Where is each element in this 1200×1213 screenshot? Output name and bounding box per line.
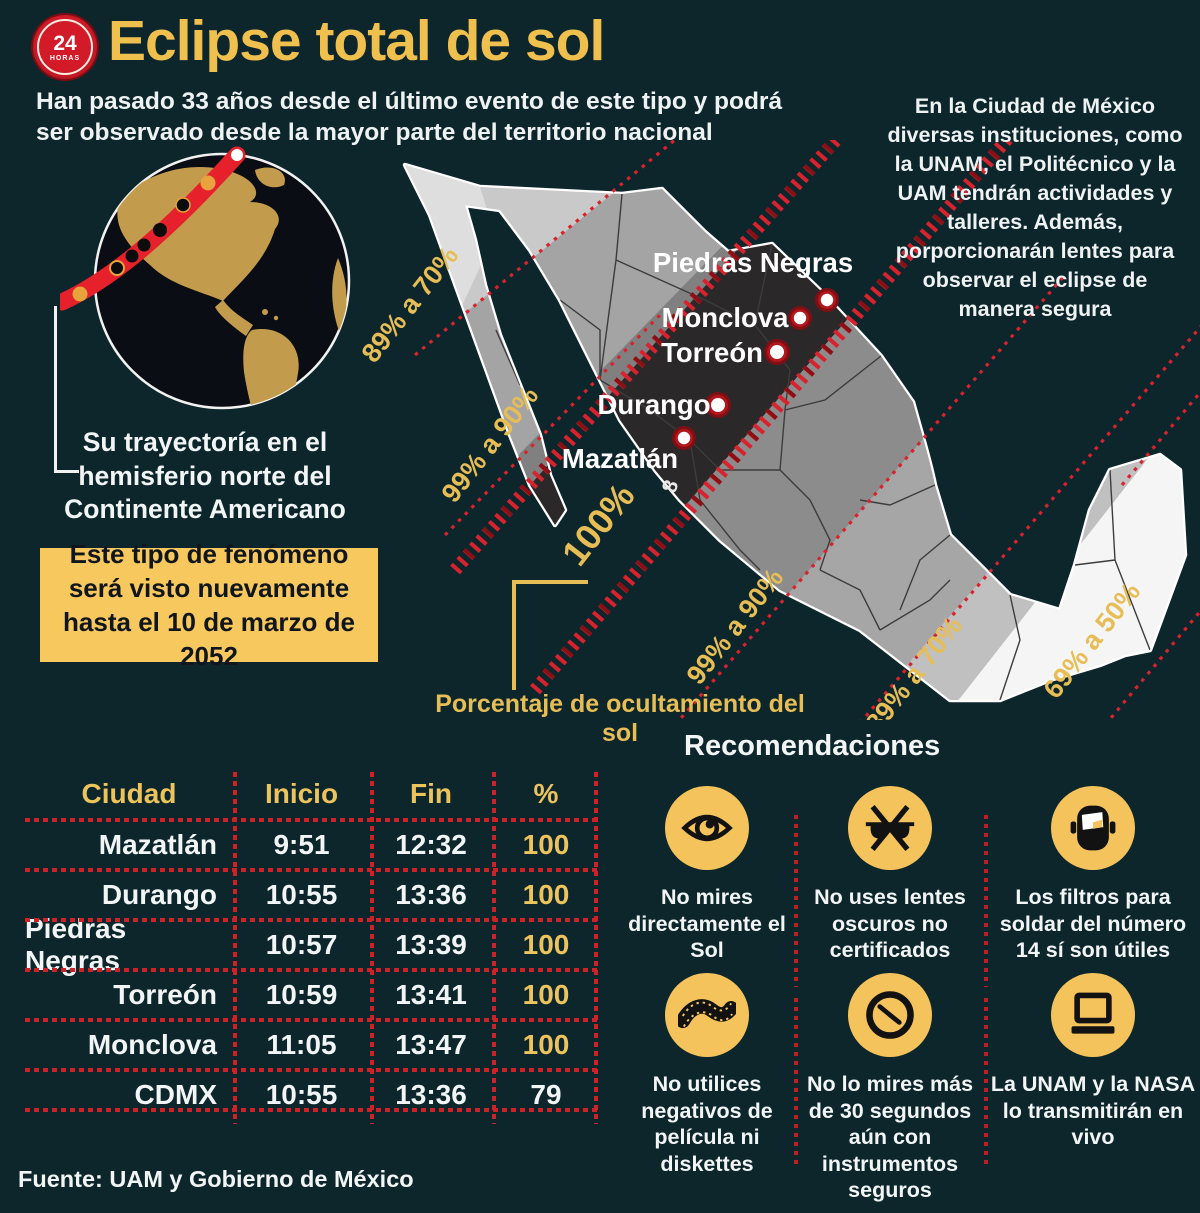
welding-helmet-icon [1070, 805, 1116, 851]
globe-caption: Su trayectoría en el hemisferio norte de… [64, 427, 346, 524]
band-label-100: 100% [554, 475, 643, 573]
table-divider [25, 1018, 598, 1022]
legend-caption: Porcentaje de ocultamiento del sol [435, 690, 805, 747]
city-markers [672, 288, 839, 450]
legend-connector [512, 580, 588, 690]
table-row-pct: 100 [522, 929, 570, 960]
page-subtitle: Han pasado 33 años desde el último event… [36, 88, 783, 146]
band-label-99-90-se: 99% a 90% [681, 563, 790, 690]
table-row-inicio: 10:57 [265, 929, 338, 960]
table-divider [370, 772, 374, 1124]
table-row-city: Monclova [87, 1029, 217, 1060]
recommendation-text: Los filtros para soldar del número 14 sí… [999, 885, 1187, 962]
clock-icon [866, 991, 914, 1039]
table-row-inicio: 11:05 [266, 1029, 337, 1060]
logo-number: 24 [53, 31, 77, 55]
table-row-inicio: 10:59 [265, 979, 338, 1010]
recommendation-text: No lo mires más de 30 segundos aún con i… [806, 1072, 974, 1202]
logo-word: HORAS [49, 54, 81, 62]
band-boundary-lines [413, 140, 1200, 720]
mexico-eclipse-map: Piedras Negras Monclova Torreón Durango … [360, 140, 1200, 720]
table-row-city: Torreón [113, 979, 217, 1010]
recommendation-item: La UNAM y la NASA lo transmitirán en viv… [986, 973, 1200, 1204]
recommendation-item: No mires directamente el Sol [620, 786, 794, 964]
table-row-fin: 13:39 [395, 929, 467, 960]
recommendation-item: No utilices negativos de película ni dis… [620, 973, 794, 1204]
page-title: Eclipse total de sol [108, 9, 605, 73]
recommendations-separator [794, 815, 798, 987]
recommendation-text: No uses lentes oscuros no certificados [814, 885, 966, 962]
laptop-icon [1071, 992, 1115, 1034]
table-divider [25, 1068, 598, 1072]
globe-caption-connector [54, 306, 79, 473]
recommendation-text: La UNAM y la NASA lo transmitirán en viv… [990, 1072, 1196, 1149]
table-row-inicio: 10:55 [265, 879, 338, 910]
recommendations-row-1: No mires directamente el Sol No uses len… [620, 786, 1200, 964]
column-header-ciudad: Ciudad [81, 778, 177, 809]
table-row-inicio: 9:51 [273, 829, 330, 860]
city-label-monclova: Monclova [662, 302, 790, 333]
table-divider [233, 772, 237, 1124]
eye-icon [681, 814, 733, 842]
recommendation-item: No uses lentes oscuros no certificados [794, 786, 986, 964]
table-row-fin: 13:47 [395, 1029, 467, 1060]
recommendations-row-2: No utilices negativos de película ni dis… [620, 973, 1200, 1204]
recommendations-separator [794, 998, 798, 1166]
city-label-piedras-negras: Piedras Negras [653, 247, 853, 278]
next-event-box: Este tipo de fenómeno será visto nuevame… [40, 539, 378, 671]
24-horas-logo-icon: 24 HORAS [33, 15, 97, 79]
table-divider [25, 818, 598, 822]
table-row-pct: 100 [522, 829, 570, 860]
table-row-pct: 100 [522, 979, 570, 1010]
column-header-pct: % [533, 778, 559, 809]
table-row-inicio: 10:55 [265, 1079, 338, 1110]
recommendation-text: No utilices negativos de película ni dis… [641, 1072, 773, 1176]
table-row-pct: 100 [522, 1029, 570, 1060]
table-divider [25, 868, 598, 872]
table-row-fin: 12:32 [395, 829, 467, 860]
table-row-pct: 100 [522, 879, 570, 910]
table-row-fin: 13:41 [395, 979, 467, 1010]
table-divider [25, 968, 598, 972]
globe-trajectory-figure [60, 146, 351, 410]
cdmx-institutions-note: En la Ciudad de México diversas instituc… [887, 94, 1183, 321]
table-row-pct: 79 [530, 1079, 562, 1110]
table-divider [594, 772, 598, 1124]
table-row-fin: 13:36 [395, 879, 467, 910]
column-header-fin: Fin [410, 778, 452, 809]
sunglasses-crossed-icon [865, 805, 915, 851]
state-borders [495, 193, 1151, 700]
column-header-inicio: Inicio [264, 778, 339, 809]
table-divider [25, 918, 598, 922]
americas-continents [117, 167, 347, 408]
table-divider [492, 772, 496, 1124]
city-label-mazatlan: Mazatlán [562, 443, 678, 474]
recommendation-item: Los filtros para soldar del número 14 sí… [986, 786, 1200, 964]
recommendations-separator [984, 815, 988, 987]
table-row-city: CDMX [134, 1079, 217, 1110]
city-label-torreon: Torreón [661, 337, 763, 368]
recommendation-item: No lo mires más de 30 segundos aún con i… [794, 973, 986, 1204]
recommendation-text: No mires directamente el Sol [628, 885, 786, 962]
eclipse-phase-dots [72, 149, 243, 302]
footer-source: Fuente: UAM y Gobierno de México [18, 1166, 414, 1192]
table-row-city: Durango [101, 879, 217, 910]
city-label-durango: Durango [597, 389, 710, 420]
table-row-city: Mazatlán [98, 829, 217, 860]
film-negative-icon [678, 999, 736, 1029]
city-labels: Piedras Negras Monclova Torreón Durango … [562, 247, 853, 474]
table-row-city: Piedras Negras [25, 913, 127, 976]
table-divider [25, 1108, 598, 1112]
recommendations-separator [984, 998, 988, 1166]
recommendations-title: Recomendaciones [684, 730, 941, 762]
table-row-fin: 13:36 [395, 1079, 467, 1110]
totality-edge-upper [450, 140, 845, 575]
band-label-89-70-nw: 89% a 70% [360, 241, 464, 368]
